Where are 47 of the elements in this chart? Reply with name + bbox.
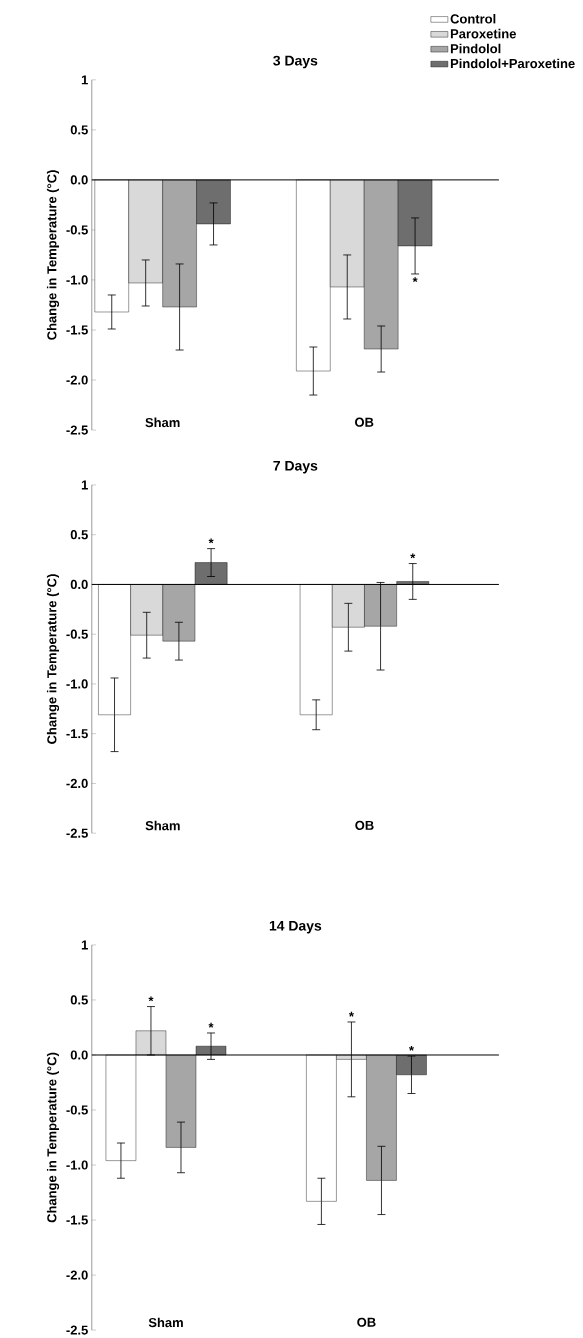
y-tick-label: -1.0: [66, 679, 88, 689]
y-tick-label: -2.0: [66, 778, 88, 789]
data-label: *: [412, 277, 418, 282]
y-tick-label: 1: [82, 940, 89, 950]
legend-label: Pindolol: [451, 43, 501, 54]
data-label: *: [410, 553, 416, 559]
y-tick-label: -0.5: [66, 1105, 89, 1115]
y-tick-label: 1: [82, 75, 89, 85]
data-label: *: [148, 996, 154, 1002]
y-tick-label: -0.5: [66, 629, 89, 639]
y-axis-title: Change in Temperature (°C): [47, 170, 60, 340]
data-label: *: [208, 1022, 214, 1028]
chart-title: 7 Days: [273, 460, 318, 474]
x-tick-label: Sham: [148, 1317, 183, 1328]
y-tick-label: -2.0: [66, 375, 88, 385]
x-tick-label: Sham: [145, 820, 180, 831]
data-label: *: [208, 538, 214, 544]
data-label: *: [409, 1045, 415, 1051]
y-tick-label: 0.0: [70, 1050, 88, 1060]
y-tick-label: -1.5: [66, 1215, 89, 1225]
y-tick-label: -2.0: [66, 1270, 88, 1280]
x-tick-label: Sham: [145, 417, 180, 428]
y-tick-label: 0.5: [70, 125, 89, 135]
y-tick-label: 0.5: [70, 530, 89, 540]
y-tick-label: 0.0: [70, 175, 88, 185]
x-tick-label: OB: [357, 1317, 376, 1327]
legend-label: Control: [450, 13, 496, 24]
y-tick-label: -2.5: [66, 425, 89, 435]
y-tick-label: -1.5: [66, 325, 89, 335]
y-axis-title: Change in Temperature (°C): [47, 1052, 60, 1223]
y-tick-label: -1.0: [66, 1160, 88, 1170]
legend-label: Pindolol+Paroxetine: [451, 58, 575, 69]
x-tick-label: OB: [355, 820, 374, 830]
legend-label: Paroxetine: [451, 28, 517, 39]
y-tick-label: -2.5: [66, 828, 89, 838]
y-tick-label: 0.5: [70, 995, 89, 1005]
y-tick-label: -2.5: [66, 1325, 89, 1335]
y-tick-label: -0.5: [66, 225, 89, 235]
y-tick-label: 1: [82, 480, 89, 490]
data-label: *: [349, 1011, 355, 1017]
y-tick-label: 0.0: [70, 579, 88, 590]
x-tick-label: OB: [355, 417, 374, 427]
y-tick-label: -1.5: [66, 729, 89, 739]
chart-title: 14 Days: [269, 920, 322, 934]
chart-title: 3 Days: [273, 55, 318, 69]
y-axis-title: Change in Temperature (°C): [47, 574, 60, 744]
y-tick-label: -1.0: [66, 275, 88, 285]
